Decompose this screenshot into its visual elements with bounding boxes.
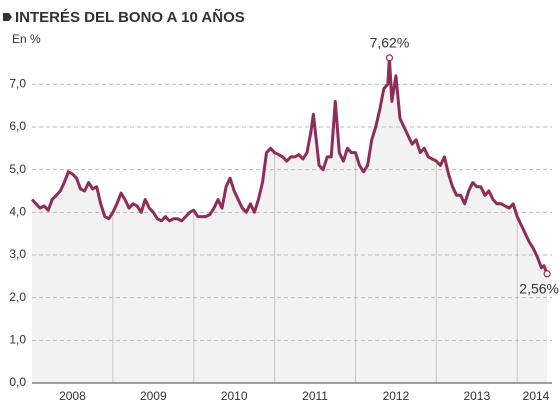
annotation-marker <box>543 270 551 278</box>
x-tick-label: 2014 <box>523 389 550 403</box>
annotation-label: 2,56% <box>519 280 559 296</box>
x-tick-label: 2010 <box>221 389 248 403</box>
x-tick-label: 2011 <box>302 389 328 403</box>
y-tick-label: 2,0 <box>9 290 26 304</box>
annotation-label: 7,62% <box>370 35 410 51</box>
y-tick-label: 7,0 <box>9 77 26 91</box>
area <box>32 57 548 384</box>
x-tick-label: 2012 <box>383 389 410 403</box>
chart-title: INTERÉS DEL BONO A 10 AÑOS <box>15 8 245 26</box>
y-tick-label: 3,0 <box>9 247 26 261</box>
annotation-marker <box>385 54 394 62</box>
line <box>30 56 549 275</box>
y-tick-label: 5,0 <box>9 162 26 176</box>
y-tick-label: 6,0 <box>9 119 26 133</box>
x-tick-label: 2009 <box>140 389 167 403</box>
title-marker <box>3 13 12 21</box>
x-tick-label: 2013 <box>463 389 490 403</box>
y-tick-label: 0,0 <box>9 375 26 389</box>
y-tick-label: 1,0 <box>9 333 26 347</box>
x-tick-label: 2008 <box>59 389 86 403</box>
y-tick-label: 4,0 <box>9 205 26 219</box>
y-axis-label: En % <box>12 32 41 46</box>
